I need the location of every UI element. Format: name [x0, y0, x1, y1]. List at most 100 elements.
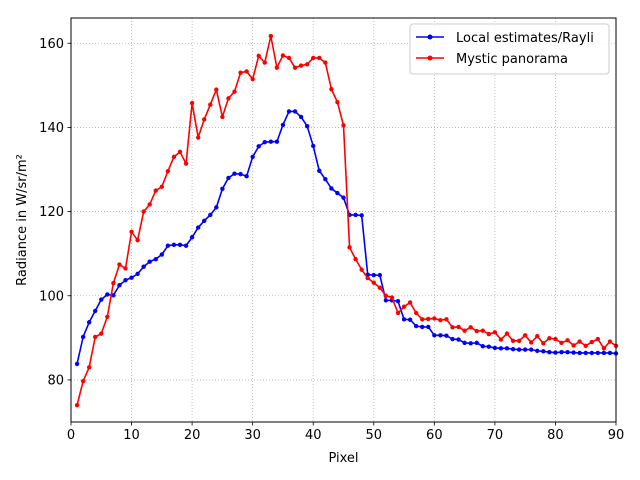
data-point — [244, 174, 249, 179]
data-point — [407, 317, 413, 322]
data-point — [607, 350, 613, 356]
data-point — [601, 350, 607, 356]
data-point — [547, 336, 552, 341]
data-point — [413, 323, 419, 329]
data-point — [438, 333, 443, 338]
data-point — [383, 298, 389, 303]
data-point — [444, 317, 449, 322]
data-point — [522, 347, 528, 352]
data-point — [171, 242, 177, 248]
data-point — [583, 343, 588, 349]
data-point — [553, 336, 558, 342]
data-point — [565, 338, 570, 343]
data-point — [256, 144, 261, 149]
data-point — [480, 344, 485, 349]
legend-marker-mystic — [427, 55, 433, 61]
data-point — [238, 171, 243, 177]
data-point — [450, 325, 455, 330]
data-point — [541, 349, 546, 354]
data-point — [214, 87, 219, 92]
data-point — [426, 316, 431, 322]
data-point — [341, 123, 346, 128]
series-layer — [74, 33, 619, 408]
data-point — [371, 280, 376, 285]
data-point — [256, 53, 261, 59]
x-tick-label: 20 — [184, 428, 201, 443]
data-point — [359, 213, 364, 218]
data-point — [359, 267, 364, 272]
data-point — [117, 262, 122, 267]
data-point — [504, 346, 510, 351]
x-tick-label: 30 — [244, 428, 261, 443]
data-point — [304, 62, 310, 67]
plot-area — [71, 18, 616, 422]
data-point — [589, 350, 594, 356]
data-point — [123, 266, 128, 271]
legend-label-mystic: Mystic panorama — [456, 52, 568, 67]
data-point — [516, 338, 522, 343]
data-point — [93, 308, 98, 314]
x-tick-label: 40 — [305, 428, 322, 443]
data-point — [559, 349, 564, 355]
data-point — [165, 168, 171, 174]
data-point — [395, 299, 401, 304]
data-point — [274, 139, 280, 144]
data-point — [335, 99, 340, 105]
y-axis-label: Radiance in W/sr/m² — [15, 154, 30, 286]
x-tick-label: 90 — [608, 428, 625, 443]
data-point — [480, 328, 485, 333]
data-point — [420, 317, 425, 322]
data-point — [595, 350, 601, 356]
data-point — [601, 346, 607, 351]
data-point — [474, 340, 479, 346]
y-tick-label: 100 — [39, 289, 64, 304]
data-point — [589, 339, 594, 345]
data-point — [510, 338, 516, 343]
x-tick-label: 70 — [487, 428, 504, 443]
data-point — [595, 336, 601, 342]
legend-marker-local — [427, 34, 433, 40]
data-point — [553, 350, 558, 355]
data-point — [286, 109, 292, 114]
data-point — [183, 161, 189, 166]
data-point — [401, 304, 407, 309]
data-point — [565, 349, 570, 355]
data-point — [432, 333, 437, 338]
data-point — [129, 229, 134, 234]
data-point — [208, 102, 213, 107]
x-axis-label: Pixel — [328, 451, 358, 466]
data-point — [268, 139, 274, 144]
data-point — [214, 205, 219, 210]
data-point — [462, 328, 467, 333]
data-point — [262, 60, 267, 65]
data-point — [389, 295, 395, 300]
data-point — [232, 89, 237, 94]
data-point — [280, 122, 286, 128]
data-point — [99, 297, 104, 302]
data-point — [298, 114, 304, 120]
data-point — [407, 300, 413, 305]
data-point — [99, 331, 104, 336]
data-point — [529, 340, 534, 345]
data-point — [377, 272, 383, 278]
ticks: 0 10 20 30 40 50 60 70 80 90 80 100 120 140 160 — [39, 37, 624, 443]
data-point — [353, 212, 358, 218]
data-point — [147, 202, 152, 207]
data-point — [510, 347, 516, 352]
data-point — [371, 272, 376, 278]
data-point — [111, 293, 116, 298]
data-point — [189, 100, 195, 106]
legend-label-local: Local estimates/Rayli — [456, 31, 594, 46]
data-point — [86, 320, 92, 325]
data-point — [202, 218, 207, 224]
data-point — [492, 330, 498, 335]
data-point — [395, 310, 401, 316]
data-point — [280, 53, 286, 58]
data-point — [195, 225, 201, 230]
data-point — [468, 325, 473, 330]
data-point — [577, 350, 582, 356]
plot-frame — [70, 17, 617, 423]
data-point — [135, 271, 140, 277]
data-point — [226, 175, 231, 181]
data-point — [105, 292, 110, 297]
